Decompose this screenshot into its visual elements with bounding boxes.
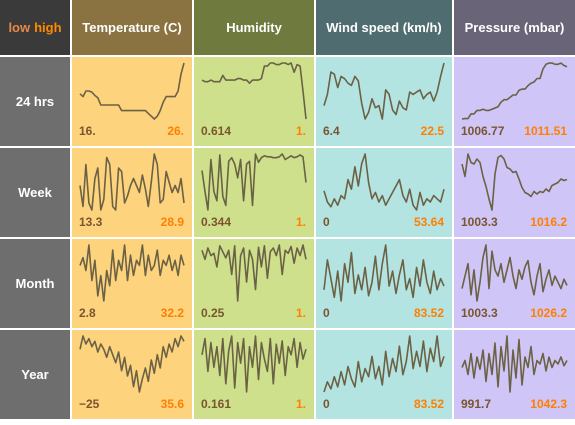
sparkline-series [201,153,307,211]
sparkline-svg [461,335,568,393]
max-value-label: 26. [167,124,184,138]
max-value-label: 1. [295,124,306,138]
sparkline-svg [201,153,307,211]
low-legend-label: low [8,20,31,35]
sparkline-svg [79,335,185,393]
min-value-label: −25 [79,397,100,411]
sparkline-svg [201,62,307,120]
min-value-label: 0 [323,215,330,229]
max-value-label: 28.9 [160,215,184,229]
sparkline-cell-month-humidity: 0.25 1. [194,239,314,328]
sparkline-svg [201,244,307,302]
sparkline-cell-year-temperature-c: −25 35.6 [72,330,192,419]
min-value-label: 1006.77 [461,124,505,138]
row-header-week: Week [0,148,70,237]
sparkline-cell-year-humidity: 0.161 1. [194,330,314,419]
sparkline-cell-24-hrs-humidity: 0.614 1. [194,57,314,146]
sparkline-series [79,62,185,120]
max-value-label: 1. [295,215,306,229]
column-header-pressure-mbar: Pressure (mbar) [454,0,575,55]
sparkline-series [79,335,185,393]
sparkline-series [79,244,185,302]
sparkline-svg [79,244,185,302]
sparkline-cell-month-wind-speed-km-h: 0 83.52 [316,239,452,328]
min-value-label: 2.8 [79,306,96,320]
min-value-label: 1003.3 [461,306,498,320]
column-header-temperature-c: Temperature (C) [72,0,192,55]
min-value-label: 13.3 [79,215,103,229]
sparkline-cell-month-temperature-c: 2.8 32.2 [72,239,192,328]
max-value-label: 1. [295,397,306,411]
max-value-label: 32.2 [160,306,184,320]
sparkline-svg [323,62,445,120]
min-value-label: 0.344 [201,215,232,229]
max-value-label: 1026.2 [530,306,567,320]
column-header-humidity: Humidity [194,0,314,55]
sparkline-series [323,153,445,211]
min-value-label: 0.614 [201,124,232,138]
max-value-label: 1. [295,306,306,320]
sparkline-svg [323,153,445,211]
sparkline-cell-year-pressure-mbar: 991.7 1042.3 [454,330,575,419]
min-value-label: 0 [323,397,330,411]
sparkline-series [461,62,568,120]
min-value-label: 0.161 [201,397,232,411]
min-value-label: 6.4 [323,124,340,138]
sparkline-cell-week-wind-speed-km-h: 0 53.64 [316,148,452,237]
sparkline-series [461,335,568,393]
row-header-year: Year [0,330,70,419]
sparkline-series [461,244,568,302]
sparkline-series [323,335,445,393]
min-value-label: 16. [79,124,96,138]
max-value-label: 83.52 [413,306,444,320]
max-value-label: 1011.51 [524,124,567,138]
sparkline-series [323,62,445,120]
sparkline-series [323,244,445,302]
sparkline-cell-week-pressure-mbar: 1003.3 1016.2 [454,148,575,237]
min-value-label: 0.25 [201,306,225,320]
sparkline-series [201,335,307,393]
sparkline-svg [461,62,568,120]
high-legend-label: high [34,20,62,35]
max-value-label: 35.6 [160,397,184,411]
sparkline-series [201,62,307,120]
sparkline-series [201,244,307,302]
sparkline-svg [461,153,568,211]
sparkline-cell-month-pressure-mbar: 1003.3 1026.2 [454,239,575,328]
sparkline-svg [79,62,185,120]
row-header-month: Month [0,239,70,328]
sparkline-svg [323,244,445,302]
sparkline-svg [79,153,185,211]
min-value-label: 991.7 [461,397,492,411]
sparkline-svg [201,335,307,393]
sparkline-cell-24-hrs-wind-speed-km-h: 6.4 22.5 [316,57,452,146]
sparkline-cell-year-wind-speed-km-h: 0 83.52 [316,330,452,419]
sparkline-cell-24-hrs-temperature-c: 16. 26. [72,57,192,146]
min-value-label: 0 [323,306,330,320]
max-value-label: 22.5 [420,124,444,138]
min-value-label: 1003.3 [461,215,498,229]
sparkline-series [461,153,568,211]
sparkline-svg [323,335,445,393]
legend-corner: low high [0,0,70,55]
row-header-24-hrs: 24 hrs [0,57,70,146]
sparkline-cell-week-humidity: 0.344 1. [194,148,314,237]
sparkline-cell-week-temperature-c: 13.3 28.9 [72,148,192,237]
sparkline-cell-24-hrs-pressure-mbar: 1006.77 1011.51 [454,57,575,146]
column-header-wind-speed-km-h: Wind speed (km/h) [316,0,452,55]
sparkline-svg [461,244,568,302]
max-value-label: 1016.2 [530,215,567,229]
max-value-label: 53.64 [413,215,444,229]
sparkline-series [79,153,185,211]
max-value-label: 1042.3 [530,397,567,411]
max-value-label: 83.52 [413,397,444,411]
